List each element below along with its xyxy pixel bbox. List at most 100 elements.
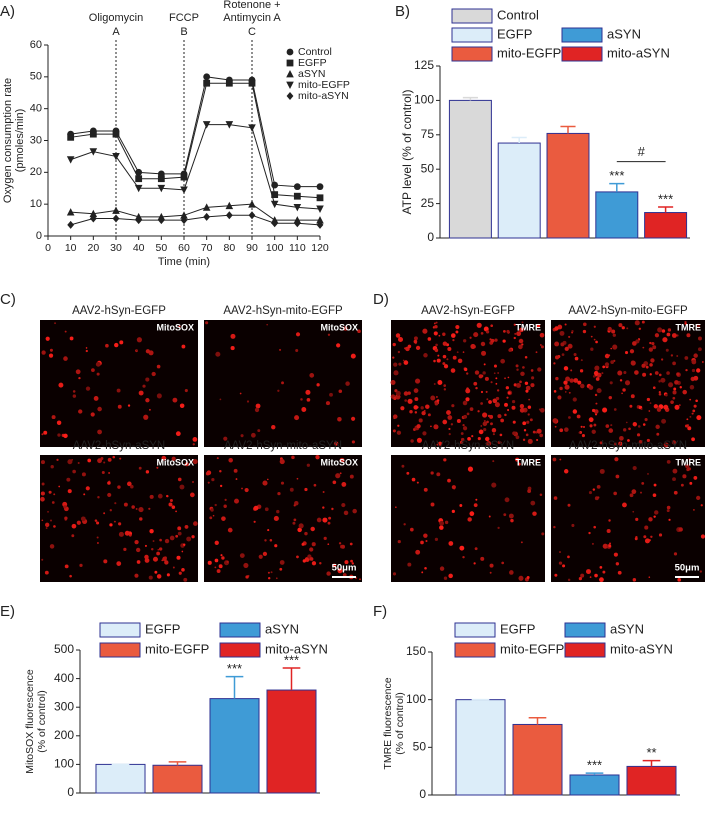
cell-signal xyxy=(653,483,657,487)
y-tick-label: 40 xyxy=(30,103,42,115)
cell-signal xyxy=(691,412,694,415)
cell-signal xyxy=(516,382,521,388)
cell-signal xyxy=(136,349,138,352)
cell-signal xyxy=(467,437,471,441)
cell-signal xyxy=(641,320,645,324)
cell-signal xyxy=(634,320,640,326)
cell-signal xyxy=(672,477,676,482)
cell-signal xyxy=(495,382,498,385)
cell-signal xyxy=(605,424,610,428)
x-axis-label: Time (min) xyxy=(158,256,210,268)
cell-signal xyxy=(244,487,249,493)
cell-signal xyxy=(552,418,558,424)
cell-signal xyxy=(351,416,356,421)
cell-signal xyxy=(97,429,102,435)
cell-signal xyxy=(653,404,659,409)
cell-signal xyxy=(344,560,349,565)
cell-signal xyxy=(90,412,95,417)
cell-signal xyxy=(495,377,498,380)
cell-signal xyxy=(570,369,573,372)
cell-signal xyxy=(522,438,526,442)
cell-signal xyxy=(625,421,628,424)
cell-signal xyxy=(276,509,280,514)
cell-signal xyxy=(695,399,698,403)
cell-signal xyxy=(456,351,459,354)
cell-signal xyxy=(103,461,106,464)
legend-marker xyxy=(286,70,294,78)
y-tick-label: 25 xyxy=(421,196,435,210)
cell-signal xyxy=(166,573,170,577)
cell-signal xyxy=(255,403,261,409)
cell-signal xyxy=(641,363,646,368)
cell-signal xyxy=(297,527,302,533)
legend-marker xyxy=(286,59,294,67)
cell-signal xyxy=(293,504,296,507)
cell-signal xyxy=(403,391,409,396)
cell-signal xyxy=(689,385,695,390)
cell-signal xyxy=(80,516,86,522)
marker xyxy=(135,168,143,176)
cell-signal xyxy=(519,407,525,413)
cell-signal xyxy=(655,424,660,430)
cell-signal xyxy=(527,413,530,416)
cell-signal xyxy=(459,440,464,445)
cell-signal xyxy=(226,560,229,563)
cell-signal xyxy=(63,505,67,509)
cell-signal xyxy=(117,485,121,489)
cell-signal xyxy=(643,535,647,539)
legend-marker xyxy=(286,92,294,100)
cell-signal xyxy=(359,578,361,581)
cell-signal xyxy=(114,342,119,348)
cell-signal xyxy=(327,333,331,336)
cell-signal xyxy=(215,351,221,357)
cell-signal xyxy=(658,392,662,396)
cell-signal xyxy=(300,398,303,401)
panel-label: A) xyxy=(0,3,15,20)
cell-signal xyxy=(334,441,339,446)
cell-signal xyxy=(521,343,524,346)
cell-signal xyxy=(175,534,179,538)
cell-signal xyxy=(390,379,396,385)
cell-signal xyxy=(345,381,350,386)
cell-signal xyxy=(486,440,492,447)
cell-signal xyxy=(212,514,215,517)
cell-signal xyxy=(294,415,300,421)
cell-signal xyxy=(49,348,53,352)
marker xyxy=(135,175,143,183)
cell-signal xyxy=(496,389,500,392)
cell-signal xyxy=(164,538,170,544)
cell-signal xyxy=(588,491,592,495)
x-tick-label: 90 xyxy=(246,242,258,254)
cell-signal xyxy=(267,571,270,574)
cell-signal xyxy=(559,330,565,336)
cell-signal xyxy=(459,545,465,551)
cell-signal xyxy=(127,481,132,487)
cell-signal xyxy=(682,474,687,479)
cell-signal xyxy=(262,551,268,557)
y-tick-label: 50 xyxy=(421,161,435,175)
cell-signal xyxy=(306,463,310,467)
cell-signal xyxy=(266,478,269,481)
legend-swatch xyxy=(454,622,496,638)
cell-signal xyxy=(515,435,520,440)
cell-signal xyxy=(674,380,679,385)
cell-signal xyxy=(674,404,680,410)
cell-signal xyxy=(411,477,416,482)
cell-signal xyxy=(351,440,356,444)
cell-signal xyxy=(175,431,181,437)
y-tick-label: 0 xyxy=(427,230,434,244)
cell-signal xyxy=(595,377,600,381)
cell-signal xyxy=(513,336,516,340)
significance-label: *** xyxy=(609,168,624,183)
cell-signal xyxy=(64,330,67,333)
cell-signal xyxy=(539,407,545,413)
cell-signal xyxy=(581,434,585,438)
x-tick-label: 70 xyxy=(201,242,213,254)
legend-swatch xyxy=(99,642,141,658)
cell-signal xyxy=(420,406,424,410)
cell-signal xyxy=(632,510,635,513)
bar xyxy=(266,689,317,794)
cell-signal xyxy=(622,502,627,508)
cell-signal xyxy=(393,417,396,420)
cell-signal xyxy=(696,368,701,373)
